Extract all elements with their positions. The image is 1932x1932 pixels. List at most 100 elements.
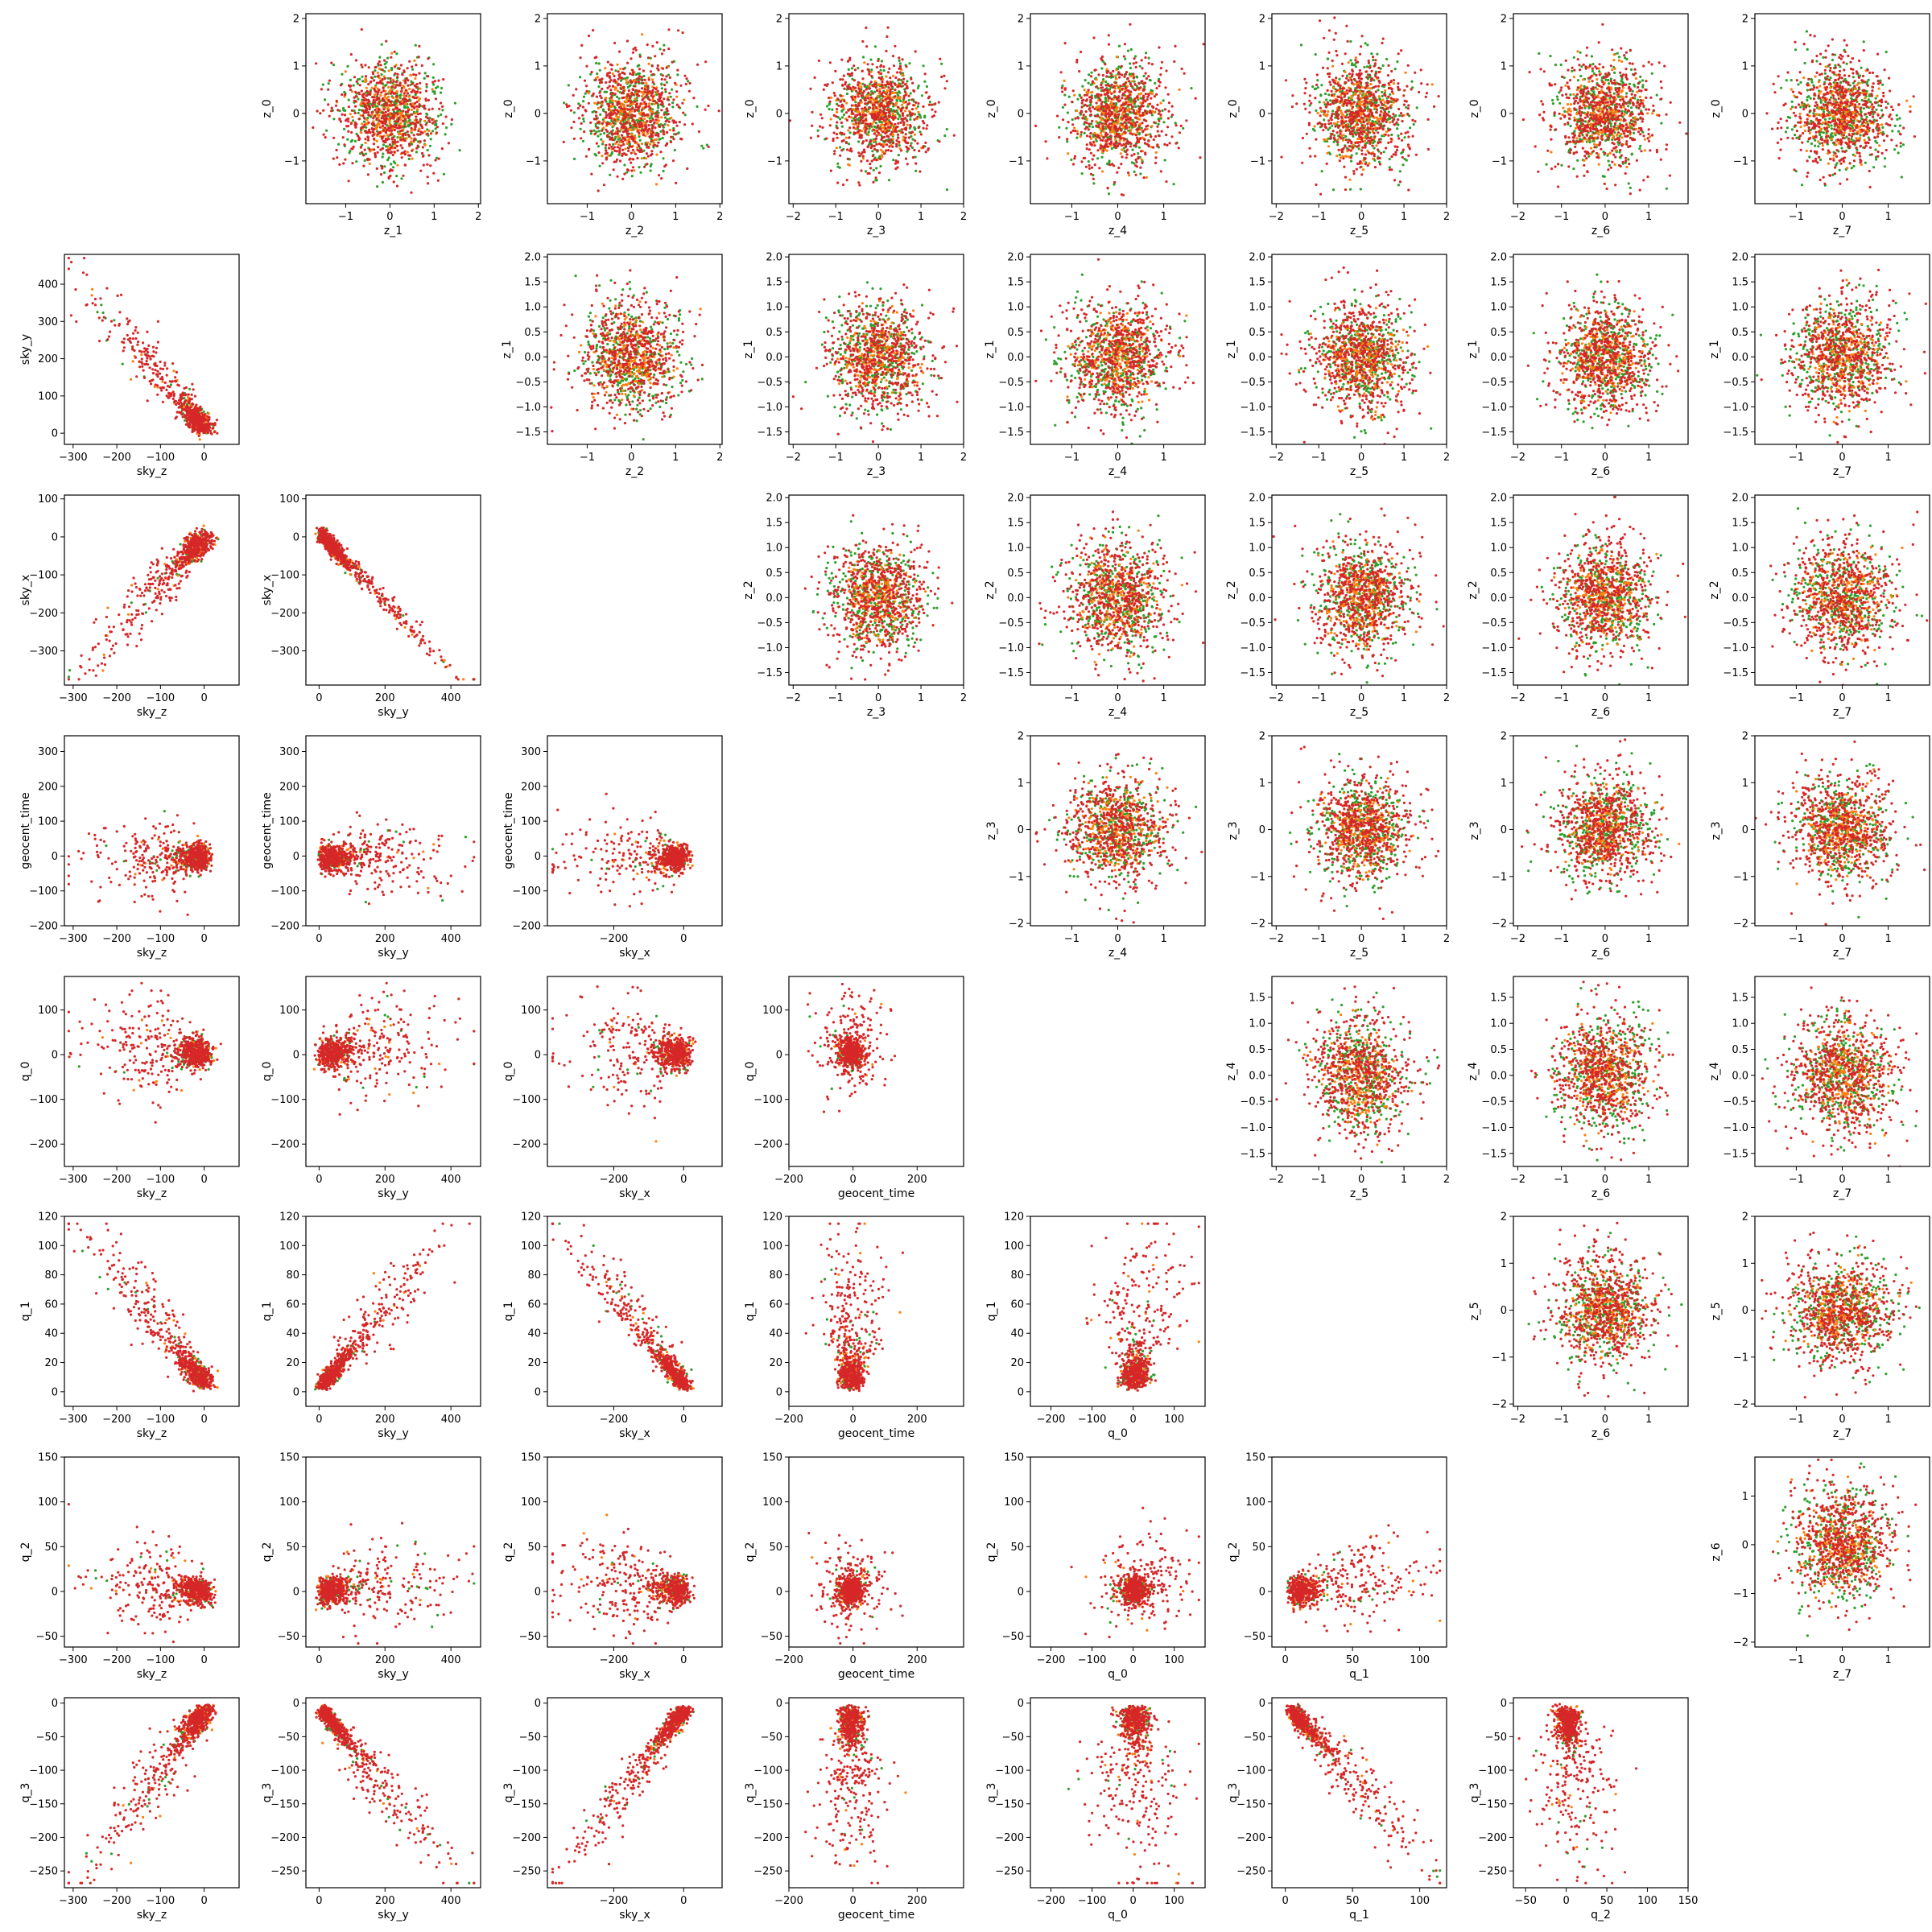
data-point xyxy=(427,654,431,657)
data-point xyxy=(460,890,464,893)
data-point xyxy=(336,559,340,562)
data-point xyxy=(343,851,346,854)
data-point xyxy=(604,820,608,824)
data-point xyxy=(563,861,566,864)
data-point xyxy=(99,1072,103,1075)
data-point xyxy=(185,1066,188,1069)
data-point xyxy=(131,1026,134,1030)
data-point xyxy=(195,540,198,543)
data-point xyxy=(176,574,180,577)
data-point xyxy=(91,646,95,650)
data-point xyxy=(671,874,674,877)
data-point xyxy=(203,863,206,866)
data-point xyxy=(420,621,424,624)
data-point xyxy=(192,852,195,856)
data-point xyxy=(671,849,674,852)
data-point xyxy=(167,1069,171,1073)
data-point xyxy=(361,865,364,869)
data-point xyxy=(200,1063,204,1067)
data-point xyxy=(679,872,683,875)
data-point xyxy=(428,647,431,650)
data-point xyxy=(193,1069,196,1072)
data-point xyxy=(370,582,374,585)
data-point xyxy=(216,431,219,435)
data-point xyxy=(440,655,443,658)
data-point xyxy=(679,853,682,857)
data-point xyxy=(135,613,138,617)
data-point xyxy=(142,594,146,597)
data-point xyxy=(664,849,667,853)
data-point xyxy=(148,862,151,865)
data-point xyxy=(185,423,188,426)
data-point xyxy=(175,863,179,866)
data-point xyxy=(91,648,94,651)
data-point xyxy=(671,852,674,855)
data-point xyxy=(126,643,130,646)
data-point xyxy=(187,542,190,546)
data-point xyxy=(150,382,153,386)
data-point xyxy=(172,369,175,373)
data-point xyxy=(167,1045,170,1048)
data-point xyxy=(349,566,353,569)
data-point xyxy=(164,825,167,828)
data-point xyxy=(679,849,683,852)
data-point xyxy=(118,883,121,886)
data-point xyxy=(183,1056,186,1059)
data-point xyxy=(338,856,341,859)
data-point xyxy=(105,844,108,848)
data-point xyxy=(97,1043,100,1046)
data-point xyxy=(101,311,105,315)
data-point xyxy=(181,1017,184,1020)
data-point xyxy=(191,1061,195,1064)
data-point xyxy=(402,840,405,844)
data-point xyxy=(135,645,138,648)
data-point xyxy=(179,865,183,869)
data-point xyxy=(398,607,402,611)
data-point xyxy=(352,848,355,851)
data-point xyxy=(151,1072,154,1075)
data-point xyxy=(171,576,174,580)
x-tick-label: −300 xyxy=(59,1174,88,1186)
data-point xyxy=(160,547,163,550)
data-point xyxy=(394,613,398,617)
data-point xyxy=(663,851,666,855)
data-point xyxy=(122,844,126,848)
data-point xyxy=(67,678,70,681)
data-point xyxy=(142,341,145,345)
data-point xyxy=(155,609,158,612)
data-point xyxy=(349,889,353,893)
data-point xyxy=(382,608,386,612)
data-point xyxy=(90,294,93,297)
data-point xyxy=(357,572,361,576)
data-point xyxy=(686,859,689,862)
data-point xyxy=(130,1043,133,1046)
data-point xyxy=(609,890,612,893)
data-point xyxy=(144,611,147,614)
data-point xyxy=(162,1064,165,1068)
data-point xyxy=(190,398,193,401)
data-point xyxy=(180,1042,183,1046)
data-point xyxy=(158,580,161,583)
data-point xyxy=(153,875,156,878)
data-point xyxy=(136,863,140,866)
data-point xyxy=(362,863,365,867)
data-point xyxy=(666,861,669,865)
x-tick-label: −100 xyxy=(146,692,175,704)
data-point xyxy=(329,849,333,852)
data-point xyxy=(131,835,134,838)
data-point xyxy=(678,874,681,877)
data-point xyxy=(77,678,80,681)
data-point xyxy=(157,1104,160,1107)
data-point xyxy=(193,394,197,398)
data-point xyxy=(152,856,155,859)
data-point xyxy=(666,844,669,848)
data-point xyxy=(391,599,394,602)
data-point xyxy=(633,850,637,853)
data-point xyxy=(328,838,331,841)
data-point xyxy=(666,869,669,872)
data-point xyxy=(336,852,339,855)
data-point xyxy=(143,589,147,592)
data-point xyxy=(179,564,182,567)
data-point xyxy=(163,810,166,813)
data-point xyxy=(355,882,358,886)
